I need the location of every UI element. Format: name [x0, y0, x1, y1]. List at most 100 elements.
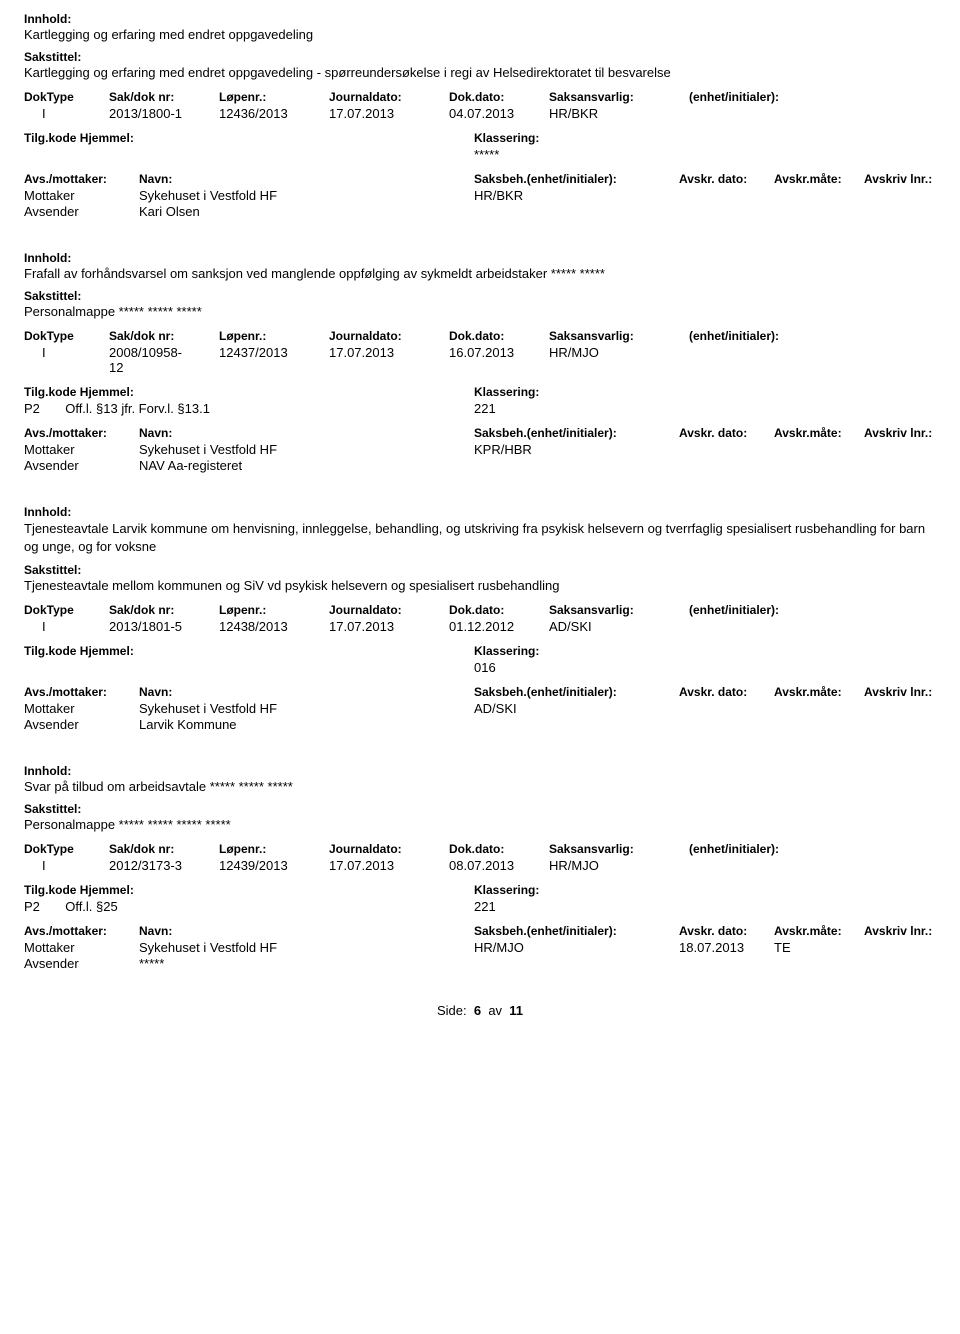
field-data-row: I 2013/1801-5 12438/2013 17.07.2013 01.1… [24, 619, 936, 634]
klassering-value: 016 [474, 660, 936, 675]
party-role: Avsender [24, 458, 139, 473]
avskrmate-header: Avskr.måte: [774, 685, 864, 699]
record: Innhold: Frafall av forhåndsvarsel om sa… [24, 251, 936, 473]
party-navn: Sykehuset i Vestfold HF [139, 188, 474, 203]
avskrdato-header: Avskr. dato: [679, 172, 774, 186]
sakstittel-text: Personalmappe ***** ***** ***** [24, 304, 936, 319]
tilgkode-hjemmel-header: Tilg.kode Hjemmel: [24, 131, 474, 145]
enhet-header: (enhet/initialer): [689, 603, 936, 617]
saksansvarlig-value: HR/MJO [549, 345, 689, 360]
doktype-header: DokType [24, 842, 109, 856]
innhold-text: Frafall av forhåndsvarsel om sanksjon ve… [24, 266, 936, 281]
dokdato-header: Dok.dato: [449, 90, 549, 104]
saksansvarlig-value: AD/SKI [549, 619, 689, 634]
innhold-text: Svar på tilbud om arbeidsavtale ***** **… [24, 779, 936, 794]
journaldato-header: Journaldato: [329, 842, 449, 856]
party-role: Mottaker [24, 701, 139, 716]
innhold-text: Kartlegging og erfaring med endret oppga… [24, 27, 936, 42]
saksansvarlig-header: Saksansvarlig: [549, 90, 689, 104]
avskrmate-header: Avskr.måte: [774, 426, 864, 440]
sakdoknr-value: 2013/1800-1 [109, 106, 219, 121]
tilgkode-hjemmel-header: Tilg.kode Hjemmel: [24, 644, 474, 658]
doktype-header: DokType [24, 329, 109, 343]
footer-page: 6 [474, 1003, 481, 1018]
party-role: Avsender [24, 204, 139, 219]
avskrmate-header: Avskr.måte: [774, 172, 864, 186]
party-role: Avsender [24, 717, 139, 732]
tilgkode-hjemmel-value: P2 Off.l. §25 [24, 899, 474, 914]
party-navn: ***** [139, 956, 474, 971]
journaldato-header: Journaldato: [329, 603, 449, 617]
party-header-row: Avs./mottaker: Navn: Saksbeh.(enhet/init… [24, 426, 936, 440]
klassering-value: ***** [474, 147, 936, 162]
saksansvarlig-value: HR/MJO [549, 858, 689, 873]
sakstittel-text: Kartlegging og erfaring med endret oppga… [24, 65, 936, 80]
field-data-row: I 2012/3173-3 12439/2013 17.07.2013 08.0… [24, 858, 936, 873]
dokdato-header: Dok.dato: [449, 329, 549, 343]
lopenr-header: Løpenr.: [219, 842, 329, 856]
klassering-header: Klassering: [474, 385, 936, 399]
doktype-header: DokType [24, 603, 109, 617]
journaldato-value: 17.07.2013 [329, 345, 449, 360]
field-data-row: I 2008/10958-12 12437/2013 17.07.2013 16… [24, 345, 936, 375]
sakdoknr-header: Sak/dok nr: [109, 329, 219, 343]
party-saksbeh: HR/BKR [474, 188, 679, 203]
party-navn: Sykehuset i Vestfold HF [139, 701, 474, 716]
saksbeh-header: Saksbeh.(enhet/initialer): [474, 924, 679, 938]
party-header-row: Avs./mottaker: Navn: Saksbeh.(enhet/init… [24, 172, 936, 186]
party-navn: NAV Aa-registeret [139, 458, 474, 473]
field-header-row: DokType Sak/dok nr: Løpenr.: Journaldato… [24, 842, 936, 856]
klassering-header: Klassering: [474, 644, 936, 658]
saksansvarlig-header: Saksansvarlig: [549, 603, 689, 617]
avsmottaker-header: Avs./mottaker: [24, 172, 139, 186]
party-navn: Kari Olsen [139, 204, 474, 219]
dokdato-header: Dok.dato: [449, 842, 549, 856]
journaldato-value: 17.07.2013 [329, 106, 449, 121]
sakstittel-label: Sakstittel: [24, 563, 936, 577]
party-saksbeh: HR/MJO [474, 940, 679, 955]
doktype-value: I [24, 345, 109, 360]
sakstittel-label: Sakstittel: [24, 289, 936, 303]
doktype-value: I [24, 106, 109, 121]
tilg-header-row: Tilg.kode Hjemmel: Klassering: [24, 131, 936, 145]
avsmottaker-header: Avs./mottaker: [24, 924, 139, 938]
party-row: Avsender ***** [24, 956, 936, 971]
sakstittel-text: Personalmappe ***** ***** ***** ***** [24, 817, 936, 832]
lopenr-header: Løpenr.: [219, 603, 329, 617]
party-avskrmate: TE [774, 940, 864, 955]
journaldato-header: Journaldato: [329, 329, 449, 343]
sakdoknr-value: 2008/10958-12 [109, 345, 219, 375]
tilg-header-row: Tilg.kode Hjemmel: Klassering: [24, 883, 936, 897]
party-row: Avsender Kari Olsen [24, 204, 936, 219]
party-row: Mottaker Sykehuset i Vestfold HF HR/MJO … [24, 940, 936, 955]
avskrdato-header: Avskr. dato: [679, 924, 774, 938]
innhold-label: Innhold: [24, 12, 936, 26]
klassering-header: Klassering: [474, 131, 936, 145]
sakstittel-label: Sakstittel: [24, 802, 936, 816]
lopenr-header: Løpenr.: [219, 329, 329, 343]
doktype-value: I [24, 619, 109, 634]
innhold-label: Innhold: [24, 764, 936, 778]
tilgkode-hjemmel-header: Tilg.kode Hjemmel: [24, 385, 474, 399]
lopenr-header: Løpenr.: [219, 90, 329, 104]
navn-header: Navn: [139, 426, 474, 440]
navn-header: Navn: [139, 685, 474, 699]
tilgkode-hjemmel-value: P2 Off.l. §13 jfr. Forv.l. §13.1 [24, 401, 474, 416]
innhold-label: Innhold: [24, 505, 936, 519]
saksbeh-header: Saksbeh.(enhet/initialer): [474, 172, 679, 186]
sakdoknr-value: 2013/1801-5 [109, 619, 219, 634]
party-saksbeh: KPR/HBR [474, 442, 679, 457]
tilg-data-row: ***** [24, 147, 936, 162]
klassering-value: 221 [474, 401, 936, 416]
avskrivlnr-header: Avskriv lnr.: [864, 172, 936, 186]
tilg-header-row: Tilg.kode Hjemmel: Klassering: [24, 644, 936, 658]
field-header-row: DokType Sak/dok nr: Løpenr.: Journaldato… [24, 90, 936, 104]
enhet-header: (enhet/initialer): [689, 90, 936, 104]
field-data-row: I 2013/1800-1 12436/2013 17.07.2013 04.0… [24, 106, 936, 121]
party-navn: Sykehuset i Vestfold HF [139, 940, 474, 955]
party-navn: Sykehuset i Vestfold HF [139, 442, 474, 457]
party-role: Mottaker [24, 940, 139, 955]
journaldato-value: 17.07.2013 [329, 858, 449, 873]
enhet-header: (enhet/initialer): [689, 329, 936, 343]
avsmottaker-header: Avs./mottaker: [24, 426, 139, 440]
